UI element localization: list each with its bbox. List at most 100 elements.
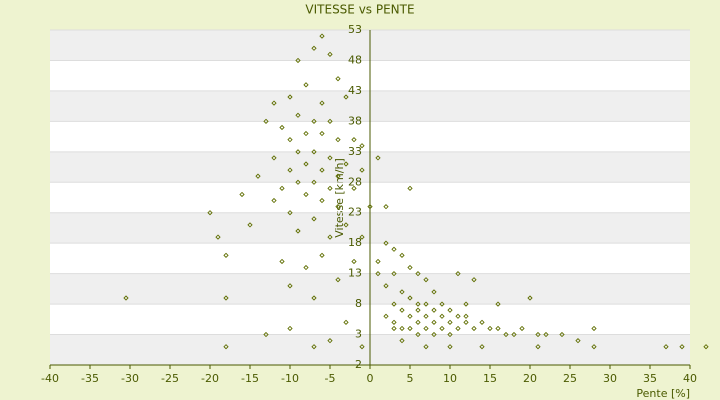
point <box>415 270 421 277</box>
point <box>263 118 269 125</box>
point <box>287 136 293 143</box>
point <box>287 325 293 332</box>
point <box>319 130 325 137</box>
point <box>495 301 501 307</box>
point <box>343 319 349 326</box>
point <box>327 185 333 192</box>
point <box>327 118 333 125</box>
point <box>479 319 485 326</box>
point <box>399 252 405 259</box>
point <box>311 45 317 51</box>
point <box>351 258 357 265</box>
point <box>447 307 453 313</box>
point <box>559 331 565 338</box>
point <box>463 313 469 319</box>
point <box>311 295 317 301</box>
point <box>335 173 341 179</box>
point <box>335 203 341 210</box>
point <box>239 191 245 198</box>
point <box>487 325 493 332</box>
point <box>455 325 461 332</box>
point <box>375 155 381 161</box>
point <box>479 344 485 350</box>
point <box>447 331 453 338</box>
point <box>351 185 357 192</box>
point <box>439 301 445 307</box>
point <box>359 167 365 173</box>
point <box>679 344 685 350</box>
x-tick-label: -30 <box>121 372 139 385</box>
point <box>215 234 221 240</box>
point <box>591 325 597 332</box>
point <box>319 100 325 106</box>
point <box>399 337 405 344</box>
y-tick-label: 33 <box>348 145 362 158</box>
point <box>303 130 309 137</box>
point <box>327 234 333 240</box>
point <box>383 283 389 289</box>
point <box>503 331 509 338</box>
point <box>431 289 437 295</box>
point <box>303 82 309 88</box>
point <box>343 222 349 228</box>
point <box>423 313 429 319</box>
x-tick-label: -35 <box>81 372 99 385</box>
point <box>335 277 341 283</box>
point <box>319 33 325 39</box>
x-tick-label: 25 <box>563 372 577 385</box>
x-tick-label: -40 <box>41 372 59 385</box>
point <box>375 258 381 265</box>
y-axis-title: Vitesse [km/h] <box>333 158 346 238</box>
point <box>223 295 229 301</box>
point <box>319 197 325 204</box>
point <box>303 161 309 167</box>
y-tick-label: 53 <box>348 23 362 36</box>
y-tick-label: 48 <box>348 53 362 66</box>
point <box>327 155 333 161</box>
point <box>311 149 317 155</box>
point <box>415 319 421 326</box>
point <box>207 210 213 216</box>
point <box>431 331 437 338</box>
point <box>295 149 301 155</box>
point <box>359 234 365 240</box>
point <box>391 270 397 277</box>
y-tick-label: 23 <box>348 206 362 219</box>
point <box>367 203 373 210</box>
point <box>439 313 445 319</box>
point <box>311 216 317 222</box>
point <box>407 264 413 271</box>
point <box>295 228 301 234</box>
x-tick-label: -25 <box>161 372 179 385</box>
point <box>311 179 317 185</box>
y-tick-label: 3 <box>355 328 362 341</box>
y-tick-label: 13 <box>348 267 362 280</box>
point <box>287 167 293 173</box>
y-tick-label: 28 <box>348 175 362 188</box>
y-tick-label: 18 <box>348 236 362 249</box>
point <box>591 344 597 350</box>
point <box>335 76 341 82</box>
point <box>407 313 413 319</box>
point <box>423 277 429 283</box>
point <box>575 337 581 344</box>
x-axis-title: Pente [%] <box>636 387 690 400</box>
point <box>519 325 525 332</box>
point <box>431 319 437 326</box>
point <box>287 283 293 289</box>
point <box>423 301 429 307</box>
point <box>303 191 309 198</box>
x-tick-label: 10 <box>443 372 457 385</box>
point <box>263 331 269 338</box>
point <box>295 112 301 118</box>
point <box>319 167 325 173</box>
y-tick-label: 43 <box>348 84 362 97</box>
point <box>407 325 413 332</box>
point <box>303 264 309 271</box>
point <box>311 344 317 350</box>
x-tick-label: -20 <box>201 372 219 385</box>
point <box>463 319 469 326</box>
point <box>335 136 341 143</box>
point <box>271 100 277 106</box>
point <box>399 325 405 332</box>
